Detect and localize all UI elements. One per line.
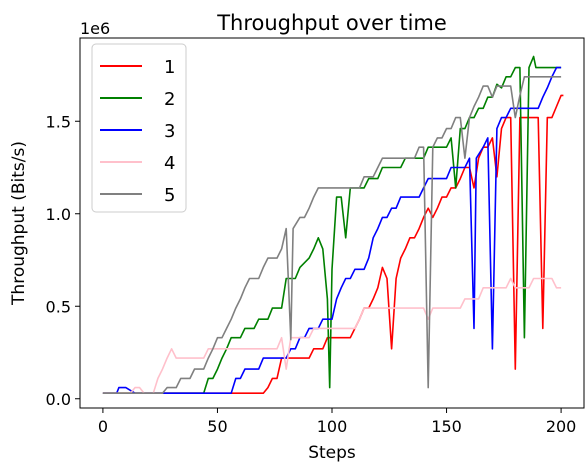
legend-label-2: 2 <box>164 89 175 110</box>
series-line-3 <box>102 66 562 394</box>
legend-label-4: 4 <box>164 153 175 174</box>
x-axis: 0 50 100 150 200 <box>98 408 577 436</box>
y-tick-label: 0.5 <box>46 297 71 316</box>
chart-title: Throughput over time <box>216 11 447 35</box>
x-axis-label: Steps <box>308 443 356 463</box>
x-tick-label: 50 <box>207 417 227 436</box>
series-line-1 <box>102 94 564 394</box>
legend-box <box>91 43 187 213</box>
legend: 1 2 3 4 5 <box>91 43 187 213</box>
legend-label-5: 5 <box>164 185 175 206</box>
series-line-5 <box>102 76 562 394</box>
y-tick-label: 0.0 <box>46 390 71 409</box>
x-tick-label: 0 <box>98 417 108 436</box>
x-tick-label: 200 <box>546 417 577 436</box>
series-line-4 <box>102 277 562 394</box>
x-tick-label: 150 <box>431 417 462 436</box>
y-axis-label: Throughput (Bits/s) <box>9 141 29 306</box>
y-tick-label: 1.5 <box>46 112 71 131</box>
y-offset-label: 1e6 <box>80 19 110 38</box>
legend-label-1: 1 <box>164 57 175 78</box>
y-axis: 0.0 0.5 1.0 1.5 <box>46 112 80 409</box>
y-tick-label: 1.0 <box>46 205 71 224</box>
legend-label-3: 3 <box>164 121 175 142</box>
series-layer <box>102 55 564 394</box>
x-tick-label: 100 <box>317 417 348 436</box>
